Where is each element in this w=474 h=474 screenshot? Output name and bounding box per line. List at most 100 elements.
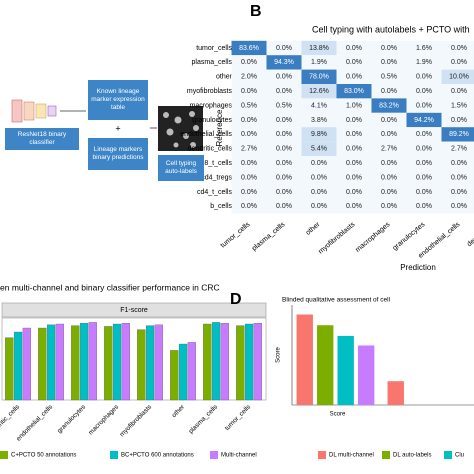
resnet-icon xyxy=(11,99,157,129)
cell-value: 0.0% xyxy=(416,88,432,95)
heatmap-cell xyxy=(441,127,474,142)
bar xyxy=(296,314,313,405)
cell-value: 1.0% xyxy=(346,102,362,109)
heatmap-cell xyxy=(441,69,474,84)
x-tick-label: endothelial_cells xyxy=(15,403,54,442)
heatmap-cell xyxy=(231,84,267,99)
heatmap-cell xyxy=(406,170,442,185)
x-tick-label: granulocytes xyxy=(56,403,88,435)
cell-value: 0.0% xyxy=(276,189,292,196)
heatmap-cell xyxy=(336,40,372,56)
cell-value: 12.6% xyxy=(309,88,329,95)
heatmap-cell xyxy=(406,55,442,70)
cell-value: 2.7% xyxy=(451,146,467,153)
legend-label: DL auto-labels xyxy=(393,453,431,459)
cell-value: 89.2% xyxy=(449,131,469,138)
cell-value: 0.5% xyxy=(381,74,397,81)
bar xyxy=(203,323,212,401)
cell-value: 0.0% xyxy=(346,174,362,181)
heatmap-cell xyxy=(371,184,407,200)
cell-value: 0.0% xyxy=(416,146,432,153)
bar xyxy=(79,323,89,401)
cell-value: 0.0% xyxy=(416,131,432,138)
heatmap-cell xyxy=(371,112,407,128)
bar xyxy=(317,325,334,405)
heatmap-cell xyxy=(406,69,442,84)
heatmap-cell xyxy=(336,55,372,70)
x-tick-label: other xyxy=(171,403,187,419)
heatmap-cell xyxy=(406,40,442,56)
bar xyxy=(112,323,122,401)
x-tick-label: myofibroblasts xyxy=(119,403,154,438)
cell-value: 0.0% xyxy=(451,203,467,210)
cell-value: 0.0% xyxy=(241,131,257,138)
heatmap-cell xyxy=(266,84,302,99)
cell-value: 0.0% xyxy=(381,117,397,124)
heatmap-cell xyxy=(231,141,267,156)
heatmap-cell xyxy=(336,184,372,200)
heatmap-cell xyxy=(371,40,407,56)
heatmap-cell xyxy=(301,156,337,171)
heatmap-cell xyxy=(231,184,267,200)
heatmap-cell xyxy=(336,69,372,84)
bar xyxy=(145,325,155,401)
row-label: myofibroblasts xyxy=(187,88,233,95)
cell-value: 0.0% xyxy=(381,189,397,196)
heatmap-cell xyxy=(231,170,267,185)
heatmap-cell xyxy=(266,170,302,185)
cell-value: 0.0% xyxy=(416,189,432,196)
cell-dots xyxy=(163,111,199,148)
legend-swatch xyxy=(110,451,118,459)
bar xyxy=(88,322,97,401)
cell-value: 0.0% xyxy=(276,131,292,138)
heatmap-cell xyxy=(231,127,267,142)
bar xyxy=(71,325,80,401)
legend-swatch xyxy=(382,451,390,459)
heatmap-cell xyxy=(266,199,302,214)
cell-value: 0.5% xyxy=(276,102,292,109)
cell-value: 0.0% xyxy=(451,189,467,196)
heatmap-cell xyxy=(441,199,474,214)
cell-value: 0.0% xyxy=(381,59,397,66)
heatmap-cell xyxy=(301,40,337,56)
cell-value: 0.0% xyxy=(241,203,257,210)
x-tick-label: macrophages xyxy=(87,403,120,436)
heatmap-cell xyxy=(336,141,372,156)
heatmap-title: Cell typing with autolabels + PCTO with xyxy=(312,24,470,34)
cell-value: 0.0% xyxy=(416,102,432,109)
col-label: plasma_cells xyxy=(251,221,287,253)
col-label: other xyxy=(305,221,322,237)
cell-value: 0.0% xyxy=(241,117,257,124)
col-label: dendritic_c xyxy=(466,221,474,248)
cell-value: 83.0% xyxy=(344,88,364,95)
cell-value: 1.5% xyxy=(451,102,467,109)
heatmap-cell xyxy=(441,84,474,99)
heatmap-cell xyxy=(371,170,407,185)
strip-label: F1-score xyxy=(120,307,148,314)
cell-value: 83.6% xyxy=(239,45,259,52)
chart-title: Blinded qualitative assessment of cell xyxy=(282,297,391,304)
heatmap-cell xyxy=(406,141,442,156)
plus: + xyxy=(115,123,120,133)
heatmap-cell xyxy=(371,127,407,142)
row-label: macrophages xyxy=(190,102,233,109)
heatmap-cell xyxy=(441,141,474,156)
legend-swatch xyxy=(0,451,8,459)
y-axis-label: Reference xyxy=(215,109,224,146)
cell-value: 4.1% xyxy=(311,102,327,109)
row-label: cd4_t_cells xyxy=(197,189,233,196)
bar xyxy=(46,324,56,401)
cell-value: 0.0% xyxy=(276,74,292,81)
cell-value: 0.0% xyxy=(241,174,257,181)
bar xyxy=(220,323,229,401)
bar xyxy=(170,350,179,401)
cell-value: 0.0% xyxy=(276,174,292,181)
cell-value: 0.0% xyxy=(276,203,292,210)
cell-value: 0.0% xyxy=(276,88,292,95)
heatmap-cell xyxy=(406,112,442,128)
cell-value: 94.2% xyxy=(414,117,434,124)
cell-value: 0.0% xyxy=(346,74,362,81)
x-tick-label: Score xyxy=(330,412,346,418)
diagram-box: Cell typing auto-labels xyxy=(158,155,204,181)
